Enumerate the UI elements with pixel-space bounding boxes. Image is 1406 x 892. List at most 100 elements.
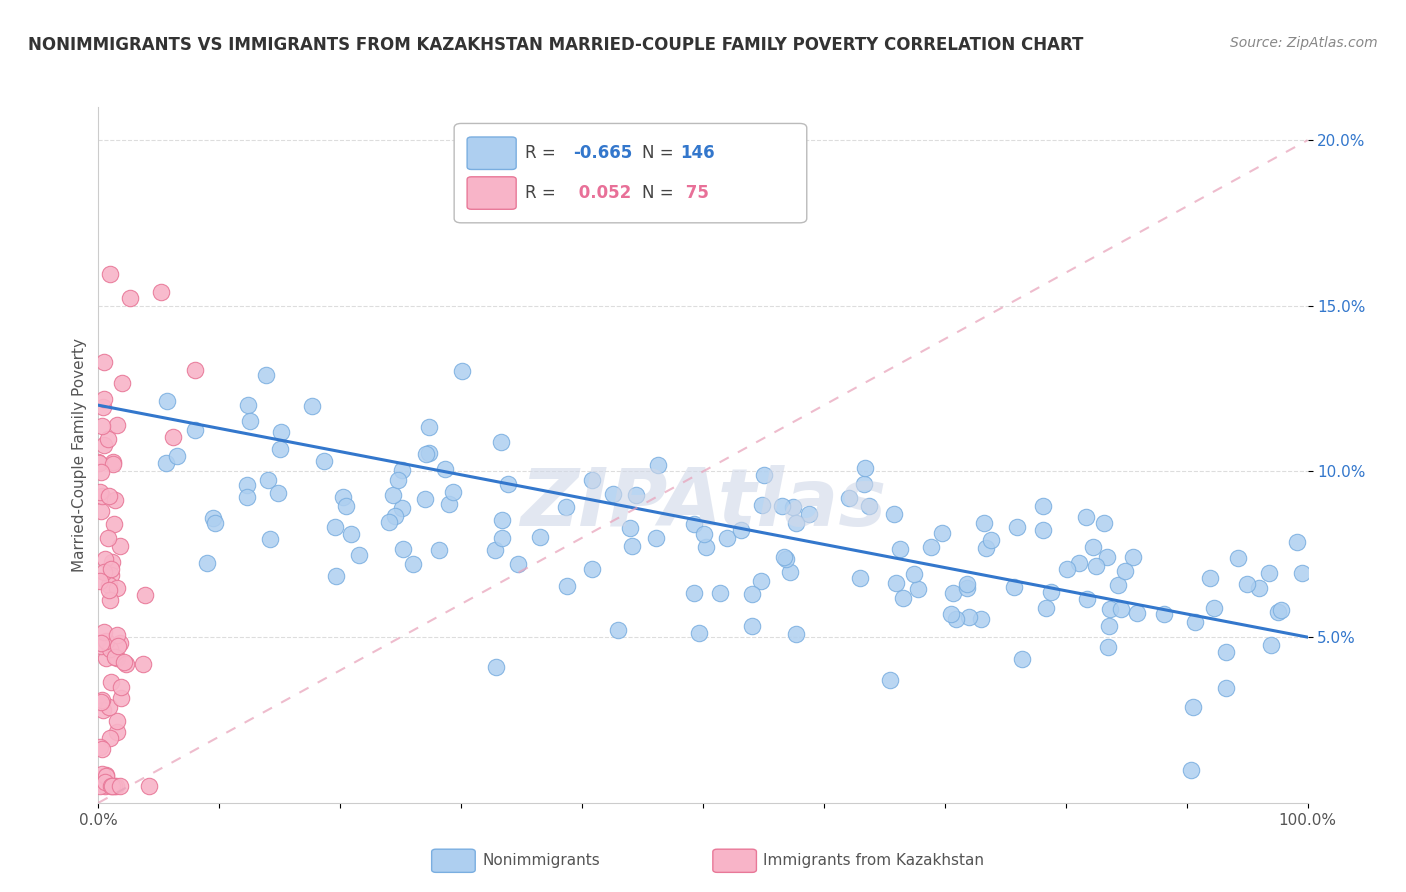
Text: N =: N = [643, 145, 679, 162]
Point [945, 612, 967, 626]
Point [402, 558, 425, 572]
Point [688, 626, 710, 640]
Text: 0.052: 0.052 [574, 184, 631, 202]
Text: Immigrants from Kazakhstan: Immigrants from Kazakhstan [763, 854, 984, 868]
Point [956, 581, 979, 595]
Text: Source: ZipAtlas.com: Source: ZipAtlas.com [1230, 36, 1378, 50]
Point [94, 769, 117, 783]
Point [1181, 700, 1204, 714]
Point [976, 541, 998, 556]
Point [101, 457, 124, 471]
Point [491, 531, 513, 545]
Point [236, 398, 259, 412]
Point [451, 364, 474, 378]
Point [1011, 652, 1033, 666]
Point [101, 455, 124, 469]
Point [201, 511, 224, 525]
Point [682, 516, 704, 531]
Point [529, 530, 551, 544]
Point [785, 627, 807, 641]
Text: N =: N = [643, 184, 679, 202]
Text: 75: 75 [681, 184, 709, 202]
Point [693, 527, 716, 541]
Point [94, 774, 117, 789]
Point [105, 651, 128, 665]
Point [555, 500, 578, 514]
Point [1067, 556, 1090, 570]
Point [893, 591, 915, 605]
Point [301, 399, 323, 413]
Point [98, 700, 121, 714]
Point [879, 673, 901, 687]
Point [602, 487, 624, 501]
Point [581, 562, 603, 576]
Point [415, 447, 437, 461]
Point [378, 515, 401, 529]
Point [120, 291, 142, 305]
Point [93, 703, 115, 717]
Point [91, 400, 114, 414]
Point [90, 636, 112, 650]
Y-axis label: Married-Couple Family Poverty: Married-Couple Family Poverty [72, 338, 87, 572]
Point [270, 425, 292, 439]
Point [259, 533, 281, 547]
Point [619, 521, 641, 535]
Point [647, 458, 669, 472]
Point [254, 368, 277, 383]
Point [1226, 550, 1249, 565]
Point [166, 449, 188, 463]
Point [1099, 601, 1122, 615]
Point [104, 779, 127, 793]
Point [335, 499, 357, 513]
Point [889, 542, 911, 557]
Point [156, 394, 179, 409]
Point [267, 486, 290, 500]
Point [204, 516, 226, 531]
Point [107, 628, 129, 642]
Point [620, 540, 643, 554]
Point [1236, 577, 1258, 591]
Point [751, 498, 773, 512]
Point [89, 484, 111, 499]
Point [1260, 638, 1282, 652]
Point [695, 540, 717, 554]
Point [1270, 603, 1292, 617]
Point [942, 586, 965, 600]
Point [775, 552, 797, 566]
Point [1114, 565, 1136, 579]
Point [332, 490, 354, 504]
Point [785, 516, 807, 530]
Point [89, 779, 111, 793]
Point [752, 467, 775, 482]
Text: R =: R = [526, 145, 561, 162]
Point [413, 492, 436, 507]
Point [418, 446, 440, 460]
Point [1097, 640, 1119, 654]
Point [149, 285, 172, 299]
Point [111, 376, 134, 391]
Point [1085, 559, 1108, 574]
Point [98, 731, 121, 746]
Point [730, 523, 752, 537]
Point [931, 525, 953, 540]
Point [779, 565, 801, 579]
Point [709, 586, 731, 600]
Point [1056, 562, 1078, 576]
Point [1005, 520, 1028, 534]
Point [257, 473, 280, 487]
Point [384, 509, 406, 524]
Text: 146: 146 [681, 145, 714, 162]
Point [849, 571, 872, 585]
Point [239, 414, 262, 428]
Point [110, 636, 132, 650]
Point [1107, 577, 1129, 591]
Point [782, 500, 804, 515]
Text: Nonimmigrants: Nonimmigrants [482, 854, 600, 868]
Point [606, 624, 628, 638]
Point [104, 493, 127, 508]
Point [94, 779, 117, 793]
Point [114, 657, 136, 672]
Point [496, 477, 519, 491]
Point [93, 355, 115, 369]
Point [427, 542, 450, 557]
